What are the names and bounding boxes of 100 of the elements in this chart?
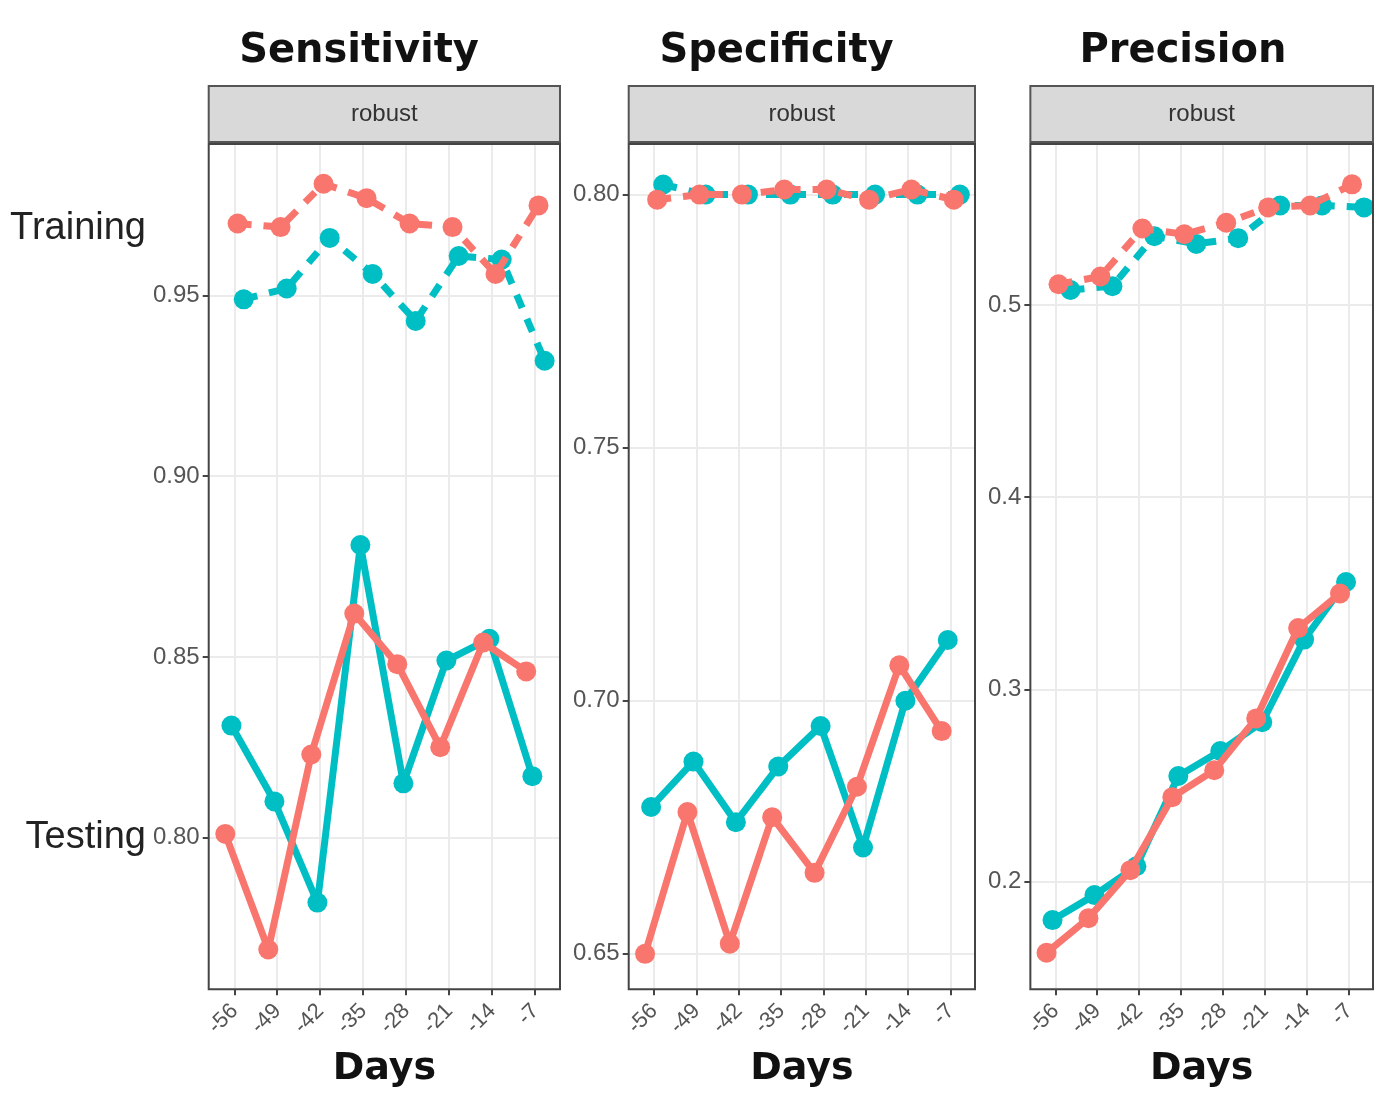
point	[528, 195, 549, 216]
point	[846, 776, 867, 797]
x-tick-label: -7	[927, 997, 959, 1030]
x-tick-label: -21	[833, 997, 874, 1038]
point	[1354, 197, 1373, 218]
point	[307, 892, 328, 913]
point	[853, 837, 873, 858]
point	[1330, 583, 1351, 604]
point	[362, 264, 383, 285]
point	[319, 227, 340, 248]
x-tick-label: -56	[1023, 997, 1064, 1038]
point	[859, 189, 880, 210]
point	[719, 933, 740, 954]
point	[683, 751, 704, 772]
point	[1048, 274, 1069, 295]
point	[301, 744, 322, 765]
point	[227, 213, 248, 234]
x-tick-label: -35	[748, 997, 790, 1038]
x-tick-label: -49	[664, 997, 705, 1038]
point	[635, 943, 656, 964]
point	[516, 661, 537, 682]
point	[356, 188, 377, 209]
x-tick-label: -35	[1148, 997, 1190, 1038]
point	[810, 716, 831, 737]
point	[1132, 218, 1153, 239]
point	[937, 630, 958, 651]
point	[774, 179, 795, 200]
point	[448, 245, 469, 266]
point	[1216, 212, 1237, 233]
x-axis-title: Days	[1149, 1044, 1254, 1089]
point	[522, 766, 543, 787]
point	[1300, 195, 1321, 216]
y-tick-label: 0.85	[152, 641, 200, 669]
point	[313, 173, 334, 194]
chart-subtitle: robust	[351, 98, 419, 126]
point	[430, 737, 451, 758]
point	[1258, 197, 1279, 218]
point	[641, 797, 662, 818]
text: Training	[10, 205, 146, 248]
point	[731, 184, 752, 205]
point	[1288, 618, 1309, 639]
x-tick-label: -28	[791, 997, 832, 1038]
point	[442, 217, 463, 238]
point	[405, 311, 426, 331]
y-tick-label: 0.80	[572, 179, 620, 207]
y-tick-label: 0.4	[987, 482, 1022, 510]
y-tick-label: 0.2	[987, 866, 1022, 894]
x-tick-label: -7	[1325, 997, 1357, 1030]
point	[534, 350, 555, 371]
chart-subtitle: robust	[1168, 98, 1236, 126]
x-tick-label: -14	[876, 997, 917, 1038]
point	[895, 690, 916, 711]
y-tick-label: 0.90	[152, 460, 200, 488]
x-tick-label: -56	[202, 997, 243, 1038]
chart-title: Precision	[1079, 25, 1287, 72]
point	[350, 534, 371, 555]
point	[901, 179, 922, 200]
x-tick-label: -35	[331, 997, 372, 1038]
point	[399, 213, 420, 234]
point	[1204, 760, 1225, 781]
point	[233, 289, 254, 310]
point	[393, 773, 414, 794]
y-tick-label: 0.5	[987, 289, 1022, 317]
point	[1036, 942, 1057, 963]
point	[762, 807, 783, 828]
chart-title: Sensitivity	[239, 25, 479, 72]
x-axis-title: Days	[332, 1044, 437, 1089]
point	[276, 278, 297, 299]
chart-subtitle: robust	[768, 98, 836, 126]
point	[1120, 860, 1141, 881]
point	[647, 189, 668, 210]
point	[264, 791, 285, 812]
point	[931, 721, 952, 742]
y-tick-label: 0.3	[987, 674, 1022, 702]
point	[689, 184, 710, 205]
y-tick-label: 0.95	[152, 280, 200, 308]
point	[344, 603, 365, 624]
point	[1168, 766, 1189, 787]
x-tick-label: -42	[1107, 997, 1148, 1038]
chart-title: Specificity	[659, 25, 894, 72]
x-tick-label: -21	[1232, 997, 1273, 1038]
point	[1090, 266, 1111, 287]
point	[1162, 787, 1183, 808]
y-tick-label: 0.65	[572, 938, 620, 966]
point	[1228, 228, 1249, 249]
x-tick-label: -49	[245, 997, 286, 1038]
x-tick-label: -42	[288, 997, 329, 1038]
point	[1342, 174, 1363, 195]
x-tick-label: -14	[460, 997, 501, 1038]
point	[889, 655, 910, 676]
point	[221, 715, 242, 736]
point	[804, 862, 825, 883]
point	[215, 823, 236, 844]
point	[1174, 224, 1195, 245]
point	[485, 264, 506, 285]
point	[768, 756, 789, 777]
x-tick-label: -21	[417, 997, 458, 1038]
point	[725, 812, 746, 833]
y-tick-label: 0.70	[572, 685, 620, 713]
point	[1042, 910, 1063, 931]
